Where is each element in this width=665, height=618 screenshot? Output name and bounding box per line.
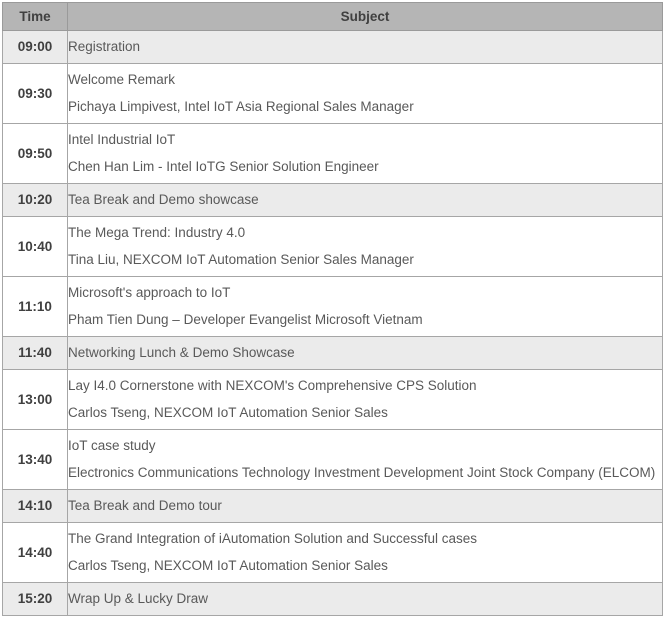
subject-cell: The Mega Trend: Industry 4.0 Tina Liu, NE… [67,216,663,277]
subject-cell: Lay I4.0 Cornerstone with NEXCOM's Compr… [67,369,663,430]
subject-line: Carlos Tseng, NEXCOM IoT Automation Seni… [68,558,388,573]
subject-line: Lay I4.0 Cornerstone with NEXCOM's Compr… [68,378,477,393]
subject-line: Tea Break and Demo tour [68,498,222,513]
subject-cell: Registration [67,30,663,64]
agenda-row: 10:40 The Mega Trend: Industry 4.0 Tina L… [2,216,663,277]
subject-line: Intel Industrial IoT [68,132,176,147]
header-row: Time Subject [2,2,663,31]
agenda-row: 15:20 Wrap Up & Lucky Draw [2,582,663,616]
subject-line: Pichaya Limpivest, Intel IoT Asia Region… [68,99,414,114]
agenda-row: 14:10 Tea Break and Demo tour [2,489,663,523]
subject-line: The Grand Integration of iAutomation Sol… [68,531,477,546]
subject-cell: Intel Industrial IoT Chen Han Lim - Intel… [67,123,663,184]
time-cell: 13:40 [2,429,68,490]
subject-line: Welcome Remark [68,72,176,87]
subject-line: Networking Lunch & Demo Showcase [68,345,295,360]
subject-cell: Welcome Remark Pichaya Limpivest, Intel I… [67,63,663,124]
time-cell: 09:00 [2,30,68,64]
time-cell: 15:20 [2,582,68,616]
subject-cell: Wrap Up & Lucky Draw [67,582,663,616]
agenda-row: 10:20 Tea Break and Demo showcase [2,183,663,217]
subject-line: Wrap Up & Lucky Draw [68,591,209,606]
subject-line: Tea Break and Demo showcase [68,192,259,207]
agenda-row: 11:10 Microsoft's approach to IoT Pham Ti… [2,276,663,337]
time-cell: 11:10 [2,276,68,337]
agenda-row: 13:00 Lay I4.0 Cornerstone with NEXCOM's… [2,369,663,430]
subject-cell: The Grand Integration of iAutomation Sol… [67,522,663,583]
time-cell: 13:00 [2,369,68,430]
time-cell: 09:30 [2,63,68,124]
agenda-table-head: Time Subject [2,2,663,31]
time-cell: 10:20 [2,183,68,217]
subject-cell: Microsoft's approach to IoT Pham Tien Dun… [67,276,663,337]
subject-line: The Mega Trend: Industry 4.0 [68,225,246,240]
time-column-header: Time [2,2,68,31]
agenda-row: 11:40 Networking Lunch & Demo Showcase [2,336,663,370]
subject-cell: Tea Break and Demo tour [67,489,663,523]
agenda-row: 13:40 IoT case study Electronics Communic… [2,429,663,490]
agenda-row: 09:50 Intel Industrial IoT Chen Han Lim -… [2,123,663,184]
time-cell: 14:40 [2,522,68,583]
subject-cell: IoT case study Electronics Communications… [67,429,663,490]
agenda-row: 14:40 The Grand Integration of iAutomati… [2,522,663,583]
subject-line: Pham Tien Dung – Developer Evangelist Mi… [68,312,423,327]
time-cell: 11:40 [2,336,68,370]
subject-cell: Networking Lunch & Demo Showcase [67,336,663,370]
agenda-row: 09:00 Registration [2,30,663,64]
agenda-table-body: 09:00 Registration 09:30 Welcome Remark P… [2,30,663,616]
agenda-row: 09:30 Welcome Remark Pichaya Limpivest, I… [2,63,663,124]
time-cell: 09:50 [2,123,68,184]
subject-line: Carlos Tseng, NEXCOM IoT Automation Seni… [68,405,388,420]
subject-line: Registration [68,39,141,54]
subject-line: Electronics Communications Technology In… [68,465,656,480]
subject-column-header: Subject [67,2,663,31]
time-cell: 10:40 [2,216,68,277]
subject-line: Microsoft's approach to IoT [68,285,231,300]
time-cell: 14:10 [2,489,68,523]
subject-line: Tina Liu, NEXCOM IoT Automation Senior S… [68,252,414,267]
subject-line: IoT case study [68,438,156,453]
subject-line: Chen Han Lim - Intel IoTG Senior Solutio… [68,159,379,174]
subject-cell: Tea Break and Demo showcase [67,183,663,217]
